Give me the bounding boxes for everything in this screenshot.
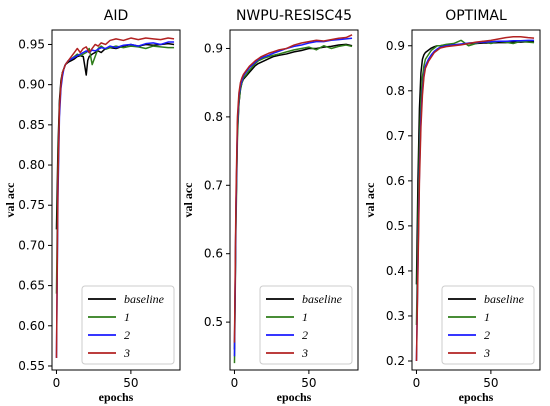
y-tick-label: 0.70 [18, 238, 45, 252]
chart-panel-3: OPTIMAL 0.2 0.3 0.4 0.5 0.6 0.7 0.8 0.9 0 50epochs… [363, 8, 541, 404]
y-tick-label: 0.6 [204, 247, 223, 261]
chart-title: OPTIMAL [445, 8, 507, 24]
plot-frame [229, 29, 359, 371]
y-tick-label: 0.7 [204, 178, 223, 192]
y-tick-label: 0.9 [386, 39, 405, 53]
x-axis-label: epochs [277, 390, 312, 404]
legend-label: baseline [302, 292, 343, 306]
legend: baseline 1 2 3 [81, 285, 175, 365]
y-tick-label: 0.8 [386, 84, 405, 98]
x-tick-label: 50 [483, 376, 498, 390]
y-tick-label: 0.75 [18, 198, 45, 212]
y-axis-label: val acc [363, 182, 377, 218]
legend-label: 3 [301, 346, 308, 360]
legend-box [259, 285, 353, 365]
legend: baseline 1 2 3 [441, 285, 535, 365]
x-axis-label: epochs [99, 390, 134, 404]
legend-box [81, 285, 175, 365]
series-line-3 [415, 36, 535, 362]
x-axis-label: epochs [459, 390, 494, 404]
legend-label: 3 [483, 346, 490, 360]
y-tick-label: 0.6 [386, 174, 405, 188]
y-tick-label: 0.8 [204, 110, 223, 124]
chart-title: NWPU-RESISC45 [236, 8, 352, 24]
legend-label: 3 [123, 346, 130, 360]
legend-label: baseline [484, 292, 525, 306]
y-axis-label: val acc [181, 182, 195, 218]
y-tick-label: 0.95 [18, 37, 45, 51]
y-tick-label: 0.7 [386, 129, 405, 143]
legend-label: 2 [484, 328, 490, 342]
y-tick-label: 0.5 [204, 315, 223, 329]
y-tick-label: 0.90 [18, 78, 45, 92]
plot-frame [411, 29, 541, 371]
chart-panel-1: AID 0.55 0.60 0.65 0.70 0.75 0.80 0.85 0.90 0.95 0… [3, 8, 181, 404]
series-line-3 [55, 37, 175, 358]
legend-label: baseline [124, 292, 165, 306]
x-tick-label: 0 [231, 376, 239, 390]
y-tick-label: 0.4 [386, 264, 405, 278]
series-line-1 [55, 45, 175, 294]
x-tick-label: 50 [301, 376, 316, 390]
series-line-3 [233, 34, 353, 343]
y-tick-label: 0.60 [18, 319, 45, 333]
x-tick-label: 0 [53, 376, 61, 390]
y-tick-label: 0.2 [386, 354, 405, 368]
series-line-1 [415, 39, 535, 325]
legend-label: 2 [302, 328, 308, 342]
x-tick-label: 50 [123, 376, 138, 390]
series-line-baseline [415, 40, 535, 285]
legend-box [441, 285, 535, 365]
legend-label: 2 [124, 328, 130, 342]
y-tick-label: 0.85 [18, 118, 45, 132]
y-tick-label: 0.55 [18, 359, 45, 373]
series-line-baseline [55, 42, 175, 230]
legend-label: 1 [484, 310, 490, 324]
y-tick-label: 0.65 [18, 279, 45, 293]
x-tick-label: 0 [413, 376, 421, 390]
y-tick-label: 0.3 [386, 309, 405, 323]
legend-label: 1 [124, 310, 130, 324]
plot-frame [51, 29, 181, 371]
y-tick-label: 0.9 [204, 41, 223, 55]
legend: baseline 1 2 3 [259, 285, 353, 365]
chart-title: AID [104, 8, 129, 24]
legend-label: 1 [302, 310, 308, 324]
y-tick-label: 0.80 [18, 158, 45, 172]
y-axis-label: val acc [3, 182, 17, 218]
y-tick-label: 0.5 [386, 219, 405, 233]
